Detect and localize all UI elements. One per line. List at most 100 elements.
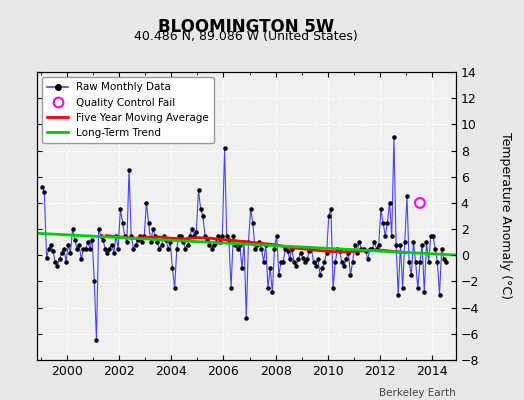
Legend: Raw Monthly Data, Quality Control Fail, Five Year Moving Average, Long-Term Tren: Raw Monthly Data, Quality Control Fail, … <box>42 77 214 143</box>
Point <box>99 236 107 243</box>
Point <box>53 262 62 269</box>
Point <box>242 315 250 321</box>
Point <box>140 232 148 239</box>
Point <box>134 236 142 243</box>
Point <box>418 242 427 248</box>
Point <box>398 285 407 291</box>
Point <box>214 232 222 239</box>
Point <box>286 256 294 262</box>
Point <box>377 206 385 213</box>
Point <box>394 291 402 298</box>
Point <box>266 265 275 272</box>
Point <box>322 250 331 256</box>
Point <box>112 232 120 239</box>
Point <box>229 232 237 239</box>
Point <box>155 246 163 252</box>
Point <box>422 239 431 245</box>
Point <box>129 246 138 252</box>
Point <box>424 259 433 265</box>
Point <box>290 259 298 265</box>
Point <box>403 193 411 200</box>
Point <box>261 242 270 248</box>
Point <box>166 239 174 245</box>
Point <box>396 242 405 248</box>
Point <box>337 259 346 265</box>
Point <box>248 219 257 226</box>
Point <box>312 262 320 269</box>
Point <box>318 265 326 272</box>
Point <box>255 239 264 245</box>
Point <box>116 206 125 213</box>
Point <box>253 242 261 248</box>
Point <box>47 242 55 248</box>
Point <box>225 236 233 243</box>
Point <box>179 239 188 245</box>
Point <box>275 272 283 278</box>
Point <box>357 246 366 252</box>
Point <box>42 255 51 261</box>
Point <box>132 242 140 248</box>
Point <box>77 256 85 262</box>
Point <box>164 246 172 252</box>
Point <box>329 285 337 291</box>
Point <box>331 259 340 265</box>
Point <box>320 259 329 265</box>
Point <box>147 239 155 245</box>
Point <box>127 232 135 239</box>
Point <box>149 226 157 232</box>
Point <box>60 246 68 252</box>
Point <box>277 259 285 265</box>
Point <box>257 246 266 252</box>
Point <box>309 259 318 265</box>
Text: 40.486 N, 89.086 W (United States): 40.486 N, 89.086 W (United States) <box>134 30 358 43</box>
Point <box>413 285 422 291</box>
Point <box>236 242 244 248</box>
Point <box>56 256 64 262</box>
Point <box>307 246 315 252</box>
Point <box>90 278 99 285</box>
Point <box>145 219 153 226</box>
Point <box>136 232 144 239</box>
Y-axis label: Temperature Anomaly (°C): Temperature Anomaly (°C) <box>499 132 511 300</box>
Point <box>96 232 105 239</box>
Point <box>177 232 185 239</box>
Point <box>270 246 279 252</box>
Point <box>346 272 355 278</box>
Point <box>385 200 394 206</box>
Point <box>138 239 146 245</box>
Point <box>381 232 389 239</box>
Point <box>431 246 439 252</box>
Point <box>121 232 129 239</box>
Point <box>279 259 287 265</box>
Point <box>94 226 103 232</box>
Point <box>283 248 292 254</box>
Point <box>440 256 448 262</box>
Point <box>168 265 177 272</box>
Point <box>181 246 190 252</box>
Point <box>73 246 81 252</box>
Point <box>88 236 96 243</box>
Point <box>101 246 110 252</box>
Text: BLOOMINGTON 5W: BLOOMINGTON 5W <box>158 18 334 36</box>
Point <box>75 242 83 248</box>
Point <box>199 213 207 219</box>
Point <box>427 232 435 239</box>
Point <box>238 265 246 272</box>
Point <box>71 236 79 243</box>
Point <box>400 239 409 245</box>
Point <box>49 248 57 254</box>
Point <box>114 246 123 252</box>
Point <box>438 246 446 252</box>
Point <box>196 206 205 213</box>
Point <box>223 232 231 239</box>
Point <box>379 219 387 226</box>
Point <box>411 259 420 265</box>
Point <box>123 239 131 245</box>
Point <box>194 187 203 193</box>
Point <box>79 246 88 252</box>
Point <box>420 289 429 295</box>
Point <box>390 134 398 141</box>
Point <box>92 337 101 344</box>
Point <box>157 242 166 248</box>
Point <box>355 239 363 245</box>
